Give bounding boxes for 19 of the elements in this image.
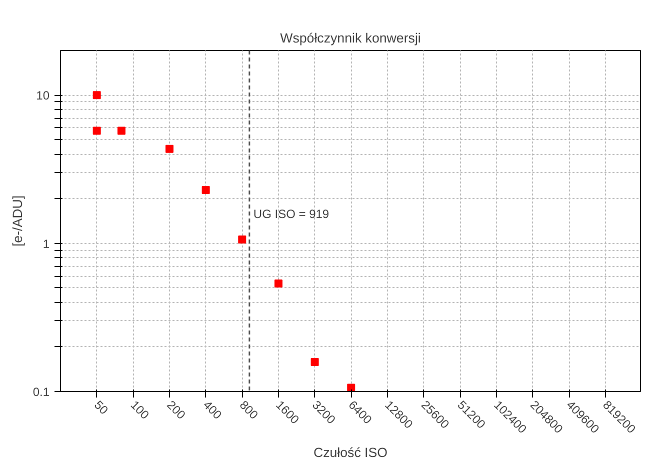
- point: [310, 358, 319, 366]
- point: [347, 384, 356, 392]
- point: [202, 186, 210, 194]
- y-tick-label: 1: [42, 236, 50, 251]
- y-tick-label: 10: [36, 88, 50, 103]
- x-tick-label: 50: [92, 398, 112, 418]
- chart-title: Współczynnik konwersji: [280, 30, 421, 46]
- point: [165, 144, 174, 153]
- point: [92, 126, 101, 135]
- x-tick-label: 800: [236, 398, 262, 422]
- x-axis-title: Czułość ISO: [313, 445, 388, 460]
- x-tick-label: 400: [200, 398, 225, 422]
- y-axis-title: [e-/ADU]: [10, 195, 25, 247]
- point: [238, 236, 246, 244]
- ref-line-label: UG ISO = 919: [253, 207, 330, 221]
- y-tick-label: 0.1: [32, 385, 50, 399]
- x-tick-label: 200: [164, 398, 188, 422]
- point: [274, 280, 282, 288]
- x-tick-label: 100: [128, 398, 152, 422]
